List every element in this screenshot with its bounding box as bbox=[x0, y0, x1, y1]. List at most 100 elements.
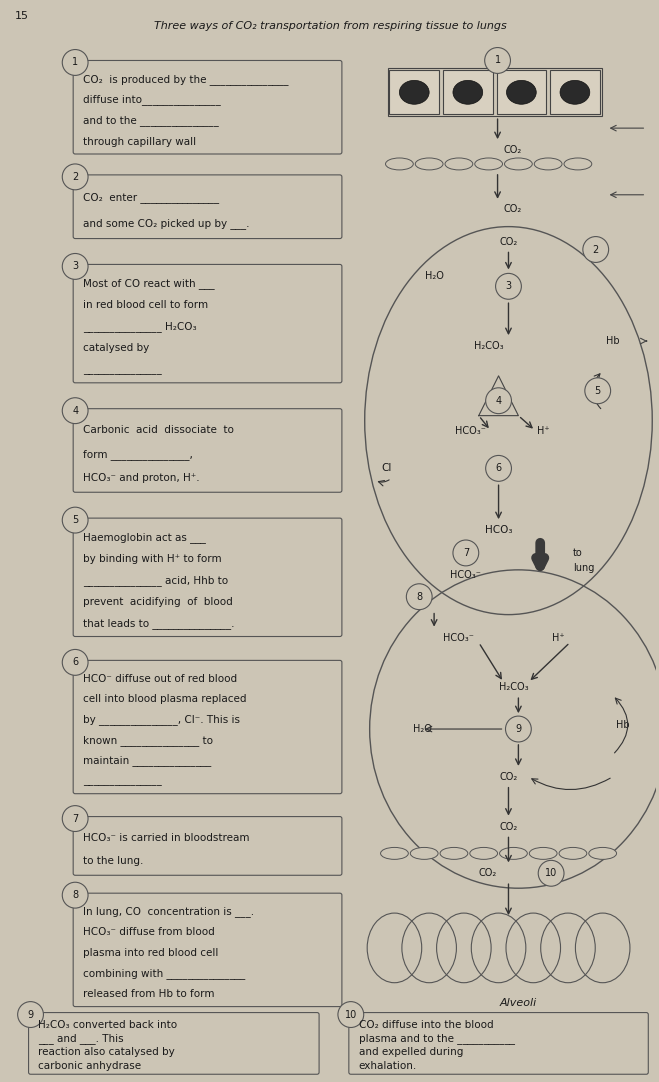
Text: 10: 10 bbox=[345, 1010, 357, 1019]
Bar bbox=[389, 70, 439, 115]
Ellipse shape bbox=[500, 847, 527, 859]
Text: CO₂ diffuse into the blood: CO₂ diffuse into the blood bbox=[358, 1020, 494, 1030]
Text: Cl: Cl bbox=[382, 463, 391, 473]
Circle shape bbox=[486, 456, 511, 481]
Ellipse shape bbox=[453, 80, 482, 104]
Circle shape bbox=[407, 584, 432, 609]
Text: HCO⁻ diffuse out of red blood: HCO⁻ diffuse out of red blood bbox=[83, 674, 237, 684]
Text: CO₂: CO₂ bbox=[478, 868, 497, 879]
Text: Three ways of CO₂ transportation from respiring tissue to lungs: Three ways of CO₂ transportation from re… bbox=[154, 21, 506, 30]
Ellipse shape bbox=[470, 847, 498, 859]
Text: reaction also catalysed by: reaction also catalysed by bbox=[38, 1047, 175, 1057]
Text: released from Hb to form: released from Hb to form bbox=[83, 989, 215, 1000]
Text: plasma and to the ___________: plasma and to the ___________ bbox=[358, 1033, 515, 1044]
Text: HCO₃⁻: HCO₃⁻ bbox=[450, 570, 481, 580]
Ellipse shape bbox=[386, 158, 413, 170]
Ellipse shape bbox=[564, 158, 592, 170]
Text: CO₂: CO₂ bbox=[500, 821, 517, 832]
Text: Hb: Hb bbox=[616, 720, 629, 730]
Text: 1: 1 bbox=[494, 55, 501, 66]
Text: maintain _______________: maintain _______________ bbox=[83, 755, 212, 766]
Text: HCO₃: HCO₃ bbox=[485, 525, 512, 536]
Text: carbonic anhydrase: carbonic anhydrase bbox=[38, 1060, 142, 1070]
Text: 9: 9 bbox=[28, 1010, 34, 1019]
Text: CO₂  is produced by the _______________: CO₂ is produced by the _______________ bbox=[83, 74, 289, 84]
Text: HCO₃⁻ diffuse from blood: HCO₃⁻ diffuse from blood bbox=[83, 927, 215, 937]
Circle shape bbox=[496, 274, 521, 300]
Text: CO₂: CO₂ bbox=[503, 203, 522, 214]
Text: and some CO₂ picked up by ___.: and some CO₂ picked up by ___. bbox=[83, 219, 250, 229]
Text: Haemoglobin act as ___: Haemoglobin act as ___ bbox=[83, 532, 206, 543]
Text: known _______________ to: known _______________ to bbox=[83, 735, 213, 745]
Text: 4: 4 bbox=[72, 406, 78, 415]
Circle shape bbox=[62, 507, 88, 533]
Ellipse shape bbox=[529, 847, 557, 859]
Text: CO₂  enter _______________: CO₂ enter _______________ bbox=[83, 193, 219, 203]
Ellipse shape bbox=[560, 80, 590, 104]
Bar bbox=[443, 70, 493, 115]
Circle shape bbox=[62, 164, 88, 189]
Ellipse shape bbox=[588, 847, 617, 859]
Text: 5: 5 bbox=[594, 386, 601, 396]
Text: 10: 10 bbox=[545, 868, 558, 879]
Circle shape bbox=[18, 1002, 43, 1028]
Ellipse shape bbox=[380, 847, 409, 859]
Text: H⁺: H⁺ bbox=[552, 633, 565, 643]
Text: by binding with H⁺ to form: by binding with H⁺ to form bbox=[83, 554, 221, 564]
Text: by _______________, Cl⁻. This is: by _______________, Cl⁻. This is bbox=[83, 714, 240, 725]
Text: 6: 6 bbox=[496, 463, 501, 473]
Text: CO₂: CO₂ bbox=[500, 771, 517, 782]
Circle shape bbox=[484, 48, 511, 74]
Circle shape bbox=[453, 540, 478, 566]
Text: prevent  acidifying  of  blood: prevent acidifying of blood bbox=[83, 597, 233, 607]
Text: plasma into red blood cell: plasma into red blood cell bbox=[83, 948, 219, 958]
Text: _______________ acid, Hhb to: _______________ acid, Hhb to bbox=[83, 576, 228, 586]
Text: and to the _______________: and to the _______________ bbox=[83, 116, 219, 127]
Text: 8: 8 bbox=[72, 890, 78, 900]
Circle shape bbox=[583, 237, 609, 263]
Ellipse shape bbox=[505, 158, 532, 170]
Circle shape bbox=[62, 882, 88, 908]
Circle shape bbox=[62, 806, 88, 831]
Text: diffuse into_______________: diffuse into_______________ bbox=[83, 94, 221, 105]
Text: 2: 2 bbox=[72, 172, 78, 182]
Ellipse shape bbox=[445, 158, 473, 170]
Ellipse shape bbox=[411, 847, 438, 859]
Ellipse shape bbox=[440, 847, 468, 859]
Text: H⁺: H⁺ bbox=[537, 425, 550, 436]
Text: exhalation.: exhalation. bbox=[358, 1060, 417, 1070]
Text: to the lung.: to the lung. bbox=[83, 856, 144, 867]
Text: _______________: _______________ bbox=[83, 777, 162, 787]
Text: catalysed by: catalysed by bbox=[83, 343, 150, 354]
Bar bbox=[387, 68, 602, 116]
Text: H₂CO₃ converted back into: H₂CO₃ converted back into bbox=[38, 1020, 177, 1030]
Text: Carbonic  acid  dissociate  to: Carbonic acid dissociate to bbox=[83, 425, 234, 435]
Text: HCO₃⁻: HCO₃⁻ bbox=[444, 633, 474, 643]
Ellipse shape bbox=[474, 158, 503, 170]
Text: HCO₃⁻ and proton, H⁺.: HCO₃⁻ and proton, H⁺. bbox=[83, 473, 200, 484]
Text: Alveoli: Alveoli bbox=[500, 998, 537, 1007]
Text: _______________ H₂CO₃: _______________ H₂CO₃ bbox=[83, 321, 197, 332]
Text: to: to bbox=[573, 547, 583, 558]
Text: H₂CO₃: H₂CO₃ bbox=[474, 341, 503, 351]
Text: 15: 15 bbox=[14, 11, 29, 21]
Text: through capillary wall: through capillary wall bbox=[83, 136, 196, 146]
Bar bbox=[550, 70, 600, 115]
Circle shape bbox=[62, 649, 88, 675]
Text: 3: 3 bbox=[72, 262, 78, 272]
Circle shape bbox=[538, 860, 564, 886]
Text: ___ and ___. This: ___ and ___. This bbox=[38, 1033, 124, 1044]
Text: form _______________,: form _______________, bbox=[83, 449, 193, 460]
Text: Hb: Hb bbox=[606, 337, 619, 346]
Ellipse shape bbox=[415, 158, 443, 170]
Ellipse shape bbox=[507, 80, 536, 104]
Text: 6: 6 bbox=[72, 658, 78, 668]
Text: H₂O: H₂O bbox=[424, 272, 444, 281]
Circle shape bbox=[505, 716, 531, 742]
Text: 5: 5 bbox=[72, 515, 78, 525]
Text: in red blood cell to form: in red blood cell to form bbox=[83, 301, 208, 311]
Text: 9: 9 bbox=[515, 724, 521, 734]
Text: and expelled during: and expelled during bbox=[358, 1047, 463, 1057]
Circle shape bbox=[338, 1002, 364, 1028]
Text: 7: 7 bbox=[72, 814, 78, 823]
